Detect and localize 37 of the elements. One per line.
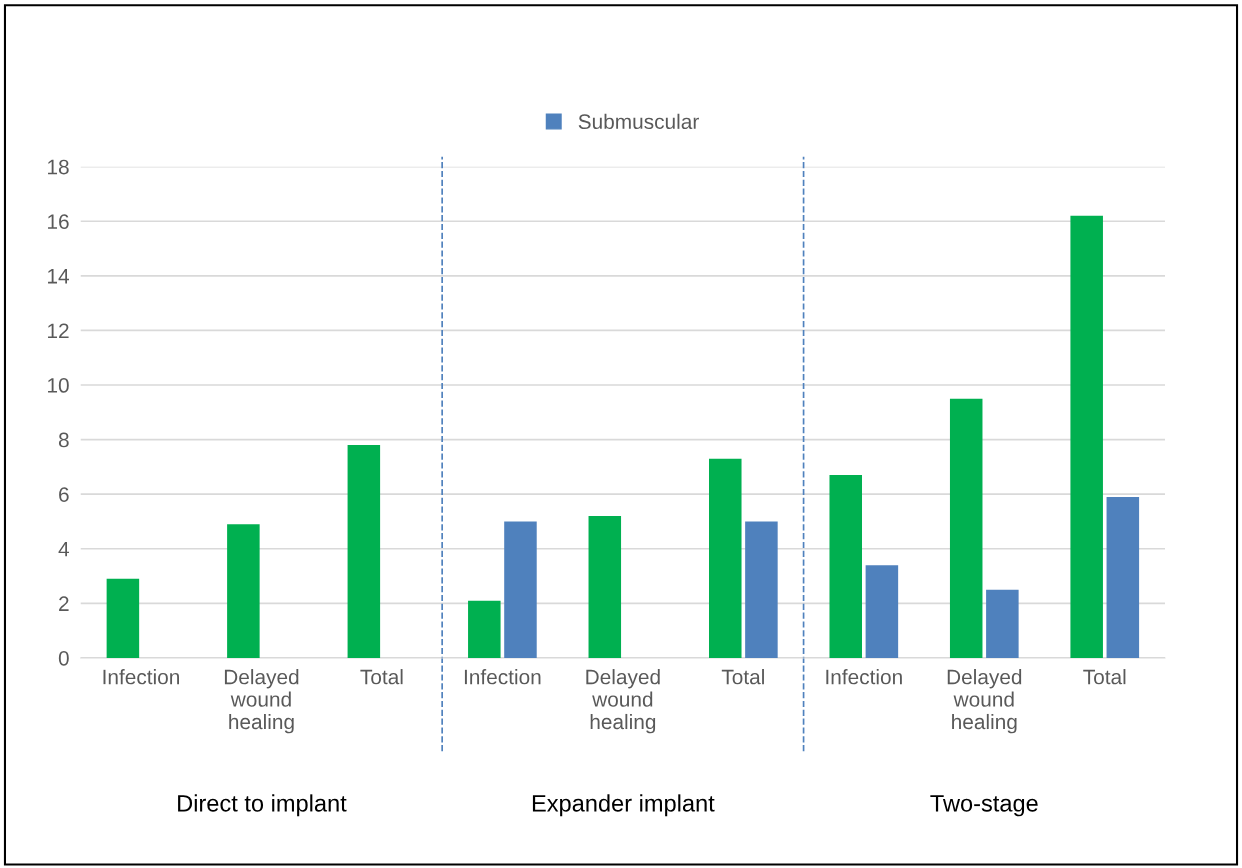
bar xyxy=(106,578,140,658)
x-tick-label: Infection xyxy=(826,669,902,685)
bar xyxy=(347,445,381,658)
bar xyxy=(865,565,899,658)
bar xyxy=(709,458,742,658)
text: Expander implant xyxy=(532,794,715,817)
x-tick-label: Infection xyxy=(103,669,179,685)
y-tick-label: 18 xyxy=(48,159,69,175)
y-tick-label: 12 xyxy=(48,323,69,338)
y-tick-label: 6 xyxy=(59,487,69,502)
bar xyxy=(949,398,983,658)
x-tick-label: Total xyxy=(1083,669,1126,685)
x-tick-label: Total xyxy=(721,669,764,685)
x-tick-label: Delayed wound healing xyxy=(224,669,299,734)
y-tick-label: 2 xyxy=(59,596,69,611)
y-tick-label: 16 xyxy=(48,214,69,229)
text: Direct to implant xyxy=(178,794,347,817)
bar xyxy=(829,475,862,658)
y-tick-label: 14 xyxy=(48,269,70,284)
bar xyxy=(1106,496,1140,658)
bar xyxy=(1070,215,1103,658)
bar xyxy=(986,589,1019,658)
bar xyxy=(588,516,622,658)
legend-label: Submuscular xyxy=(578,113,699,130)
x-tick-label: Delayed wound healing xyxy=(586,669,660,734)
bar xyxy=(504,521,537,658)
y-tick-label: 8 xyxy=(58,432,69,448)
x-tick-label: Total xyxy=(360,669,403,685)
bar xyxy=(227,524,260,658)
y-tick-label: 10 xyxy=(48,378,69,393)
y-tick-label: 0 xyxy=(58,650,69,666)
text: Two-stage xyxy=(930,795,1038,817)
x-tick-label: Infection xyxy=(464,669,541,685)
x-tick-label: Delayed wound healing xyxy=(947,669,1022,734)
bar xyxy=(468,600,501,658)
bar xyxy=(745,521,778,658)
y-tick-label: 4 xyxy=(58,541,70,557)
